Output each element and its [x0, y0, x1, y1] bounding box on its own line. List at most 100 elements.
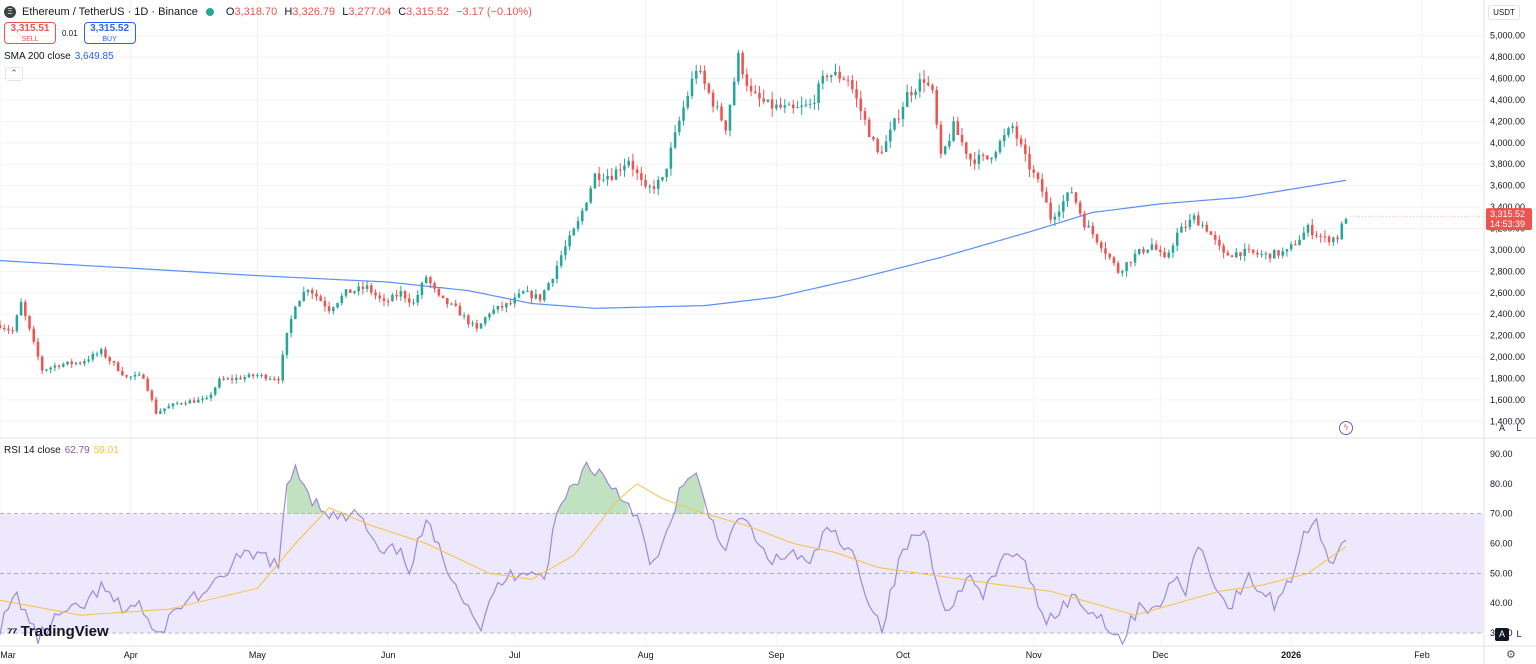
candle-body [813, 102, 816, 104]
candle-body [918, 79, 922, 92]
tradingview-logo[interactable]: ⁷⁷ TradingView [7, 623, 109, 640]
sell-button[interactable]: 3,315.51 SELL [4, 22, 56, 44]
candle-body [441, 295, 445, 298]
candle-body [462, 315, 466, 317]
candle-body [1222, 245, 1225, 253]
candle-body [1133, 253, 1137, 263]
rsi-legend[interactable]: RSI 14 close 62.79 59.01 [4, 445, 119, 456]
x-tick-label: 2026 [1281, 650, 1301, 660]
candle-body [146, 378, 149, 391]
last-price-badge [1486, 208, 1532, 231]
candle-body [893, 118, 896, 130]
sma-legend[interactable]: SMA 200 close 3,649.85 [4, 51, 114, 62]
candle-body [1083, 213, 1086, 228]
candle-body [416, 294, 419, 303]
candle-body [205, 397, 209, 399]
log-scale-button[interactable]: L [1516, 423, 1522, 433]
candle-body [336, 303, 339, 308]
candle-body [1323, 236, 1327, 238]
candle-body [11, 330, 14, 332]
symbol-title[interactable]: Ethereum / TetherUS · 1D · Binance [22, 6, 198, 18]
candle-body [235, 377, 238, 380]
x-tick-label: Sep [768, 650, 784, 660]
candle-body [53, 365, 57, 368]
candle-body [1032, 169, 1036, 173]
candle-body [1049, 202, 1052, 220]
candle-body [184, 403, 187, 405]
candle-body [1268, 253, 1272, 259]
last-price-label: 3,315.52 [1490, 209, 1525, 219]
candle-body [1277, 250, 1280, 256]
candle-body [568, 235, 571, 247]
y-tick-label: 3,000.00 [1490, 245, 1525, 255]
candle-body [526, 290, 529, 292]
auto-scale-button[interactable]: A [1498, 423, 1505, 433]
candle-body [960, 135, 964, 143]
candle-body [543, 290, 546, 301]
candle-body [901, 106, 905, 120]
x-tick-label: Jun [381, 650, 396, 660]
candle-body [433, 283, 436, 289]
candle-body [1188, 219, 1192, 228]
flash-icon[interactable]: ϟ [1339, 421, 1353, 435]
spread-value: 0.01 [62, 28, 78, 38]
candle-body [686, 96, 690, 108]
candle-body [606, 175, 609, 180]
candle-body [230, 378, 234, 380]
candle-body [652, 186, 656, 189]
candle-body [1315, 235, 1318, 237]
candle-body [943, 146, 947, 154]
candle-body [1213, 234, 1217, 240]
candle-body [1226, 252, 1230, 256]
candle-body [488, 313, 491, 318]
gear-icon[interactable]: ⚙ [1506, 649, 1516, 661]
candle-body [1175, 232, 1179, 246]
x-tick-label: Nov [1026, 650, 1043, 660]
candle-body [496, 305, 500, 310]
candle-body [1024, 144, 1027, 155]
candle-body [711, 92, 715, 107]
y-tick-label: 4,000.00 [1490, 138, 1525, 148]
candle-body [87, 359, 90, 362]
buy-button[interactable]: 3,315.52 BUY [83, 22, 136, 44]
chevron-up-icon[interactable]: ⌃ [5, 67, 23, 81]
candle-body [1078, 202, 1082, 214]
auto-scale-button-rsi[interactable]: A [1495, 628, 1509, 641]
candle-body [758, 92, 761, 99]
candle-body [395, 294, 398, 297]
candle-body [1108, 253, 1111, 258]
y-tick-label: 3,600.00 [1490, 181, 1525, 191]
candle-body [209, 394, 213, 398]
candle-body [513, 297, 517, 304]
candle-body [1137, 249, 1141, 254]
candle-body [1125, 262, 1128, 272]
candle-body [1197, 215, 1200, 226]
candle-body [872, 137, 875, 140]
candle-body [829, 75, 833, 77]
candle-body [100, 349, 103, 354]
candle-body [770, 99, 774, 109]
candle-body [576, 221, 580, 229]
candle-body [1289, 244, 1293, 250]
candle-body [547, 283, 550, 291]
candle-body [108, 357, 111, 362]
candle-body [302, 292, 306, 301]
rsi-tick-label: 80.00 [1490, 479, 1513, 489]
candle-body [479, 323, 483, 329]
candle-body [91, 354, 95, 360]
candle-body [1247, 248, 1251, 250]
candle-body [644, 179, 647, 187]
candle-body [348, 289, 352, 293]
y-tick-label: 3,800.00 [1490, 159, 1525, 169]
x-tick-label: Dec [1152, 650, 1169, 660]
candle-body [28, 315, 31, 329]
candle-body [1332, 237, 1335, 243]
candle-body [749, 85, 753, 92]
candle-body [1230, 255, 1234, 257]
log-scale-button-rsi[interactable]: L [1516, 629, 1522, 639]
candle-body [846, 79, 850, 81]
currency-badge[interactable]: USDT [1488, 5, 1520, 20]
candle-body [884, 141, 888, 152]
rsi-tick-label: 50.00 [1490, 568, 1513, 578]
